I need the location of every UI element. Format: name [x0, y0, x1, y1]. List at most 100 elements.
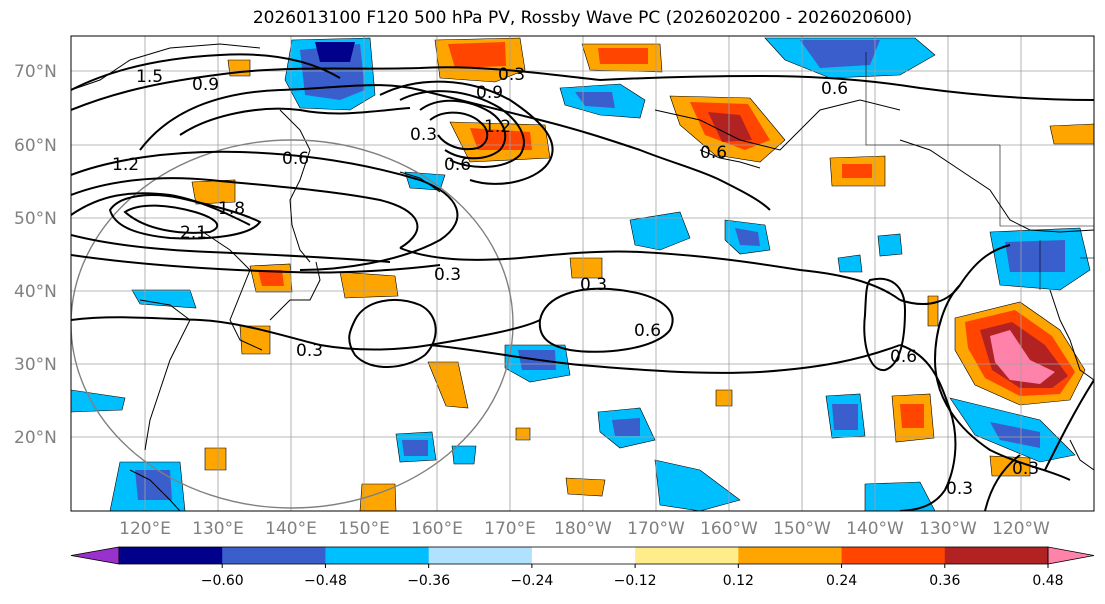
- anomaly-negative: [629, 211, 691, 251]
- anomaly-positive: [339, 271, 399, 299]
- anomaly-positive: [448, 42, 506, 68]
- colorbar-segment: [635, 547, 739, 564]
- colorbar-segment: [428, 547, 533, 564]
- anomaly-negative: [451, 445, 477, 465]
- coastlines: [71, 43, 1094, 511]
- anomaly-negative: [735, 228, 760, 246]
- lon-label: 160°E: [411, 519, 463, 539]
- contour-label: 1.8: [218, 199, 245, 219]
- colorbar-tick-label: −0.12: [614, 573, 657, 589]
- anomaly-negative: [135, 470, 172, 500]
- colorbar-segment: [944, 547, 1049, 564]
- lon-label: 120°E: [119, 519, 171, 539]
- colorbar-tick-label: 0.24: [826, 573, 857, 589]
- anomaly-positive: [927, 295, 939, 327]
- lat-label: 30°N: [14, 355, 57, 375]
- contour-label: 0.6: [444, 155, 471, 175]
- anomaly-positive: [470, 128, 532, 150]
- lon-label: 170°E: [484, 519, 536, 539]
- contour-label: 0.3: [1012, 459, 1039, 479]
- anomaly-negative: [654, 459, 741, 511]
- colorbar-tick-label: −0.48: [304, 573, 347, 589]
- anomaly-negative: [832, 404, 858, 430]
- latitude-labels: 70°N 60°N 50°N 40°N 30°N 20°N: [14, 62, 57, 448]
- map-frame: [70, 35, 1095, 512]
- colorbar-tick-label: −0.60: [201, 573, 244, 589]
- anomaly-negative: [131, 289, 197, 309]
- contour-label: 0.3: [946, 479, 973, 499]
- contour-label: 0.3: [296, 341, 323, 361]
- lon-label: 120°W: [992, 519, 1050, 539]
- borders: [865, 52, 1094, 290]
- contour-label: 1.5: [136, 67, 163, 87]
- contour-label: 0.3: [498, 65, 525, 85]
- anomaly-positive: [204, 447, 227, 471]
- lat-label: 60°N: [14, 136, 57, 156]
- map-title: 2026013100 F120 500 hPa PV, Rossby Wave …: [252, 8, 913, 28]
- pv-contours: [71, 53, 1094, 511]
- anomaly-positive: [427, 361, 469, 409]
- contour-label: 0.3: [410, 125, 437, 145]
- anomaly-negative: [837, 254, 863, 273]
- anomaly-positive: [715, 389, 733, 407]
- reference-circle: [71, 139, 514, 509]
- lon-label: 150°W: [773, 519, 831, 539]
- anomaly-negative: [402, 440, 428, 456]
- colorbar-segment: [841, 547, 946, 564]
- lat-label: 70°N: [14, 62, 57, 82]
- colorbar-segment: [738, 547, 843, 564]
- contour-labels: 1.5 0.9 0.6 0.9 0.3 1.2 0.3 0.6 0.6 1.2 …: [112, 65, 1039, 499]
- lat-label: 40°N: [14, 282, 57, 302]
- lon-label: 140°W: [846, 519, 904, 539]
- colorbar-tick-label: 0.48: [1032, 573, 1063, 589]
- colorbar-segment: [531, 547, 636, 564]
- colorbar-tick-label: 0.12: [723, 573, 754, 589]
- colorbar-extend-low: [70, 546, 120, 565]
- contour-label: 1.2: [484, 117, 511, 137]
- anomaly-positive: [990, 330, 1055, 384]
- anomaly-positive: [842, 164, 872, 178]
- contour-label: 0.6: [700, 143, 727, 163]
- colorbar-extend-high: [1047, 546, 1095, 565]
- lon-label: 130°W: [919, 519, 977, 539]
- lon-label: 170°W: [627, 519, 685, 539]
- lon-label: 180°W: [554, 519, 612, 539]
- contour-label: 0.6: [890, 347, 917, 367]
- contour-label: 0.3: [434, 265, 461, 285]
- anomaly-positive: [258, 270, 284, 286]
- map-content: 1.5 0.9 0.6 0.9 0.3 1.2 0.3 0.6 0.6 1.2 …: [71, 36, 1094, 511]
- anomaly-negative: [1005, 240, 1065, 272]
- contour-label: 0.9: [476, 83, 503, 103]
- colorbar-segment: [222, 547, 326, 564]
- anomaly-negative: [315, 42, 355, 62]
- anomaly-negative: [877, 233, 903, 257]
- anomaly-positive: [1049, 123, 1094, 145]
- pv-anomaly-shading: [71, 37, 1094, 511]
- colorbar-segment: [325, 547, 430, 564]
- colorbar-tick-label: −0.24: [510, 573, 553, 589]
- anomaly-positive: [708, 112, 752, 142]
- anomaly-negative: [575, 92, 615, 108]
- lon-label: 160°W: [700, 519, 758, 539]
- anomaly-positive: [565, 477, 606, 497]
- colorbar-tick-label: −0.36: [407, 573, 450, 589]
- contour-label: 1.2: [112, 155, 139, 175]
- colorbar: −0.60 −0.48 −0.36 −0.24 −0.12 0.12 0.24 0.36 0.4…: [70, 546, 1095, 589]
- lat-label: 20°N: [14, 428, 57, 448]
- anomaly-negative: [800, 40, 880, 68]
- anomaly-negative: [612, 418, 640, 436]
- anomaly-negative: [990, 422, 1040, 448]
- anomaly-positive: [239, 325, 271, 355]
- lat-label: 50°N: [14, 209, 57, 229]
- contour-label: 0.6: [282, 149, 309, 169]
- colorbar-tick-label: 0.36: [929, 573, 960, 589]
- colorbar-outline: [118, 546, 1049, 565]
- contour-label: 2.1: [180, 223, 207, 243]
- anomaly-negative: [864, 481, 936, 511]
- contour-label: 0.9: [192, 75, 219, 95]
- contour-label: 0.6: [634, 321, 661, 341]
- contour-label: 0.6: [821, 79, 848, 99]
- lon-label: 130°E: [192, 519, 244, 539]
- anomaly-positive: [598, 48, 648, 64]
